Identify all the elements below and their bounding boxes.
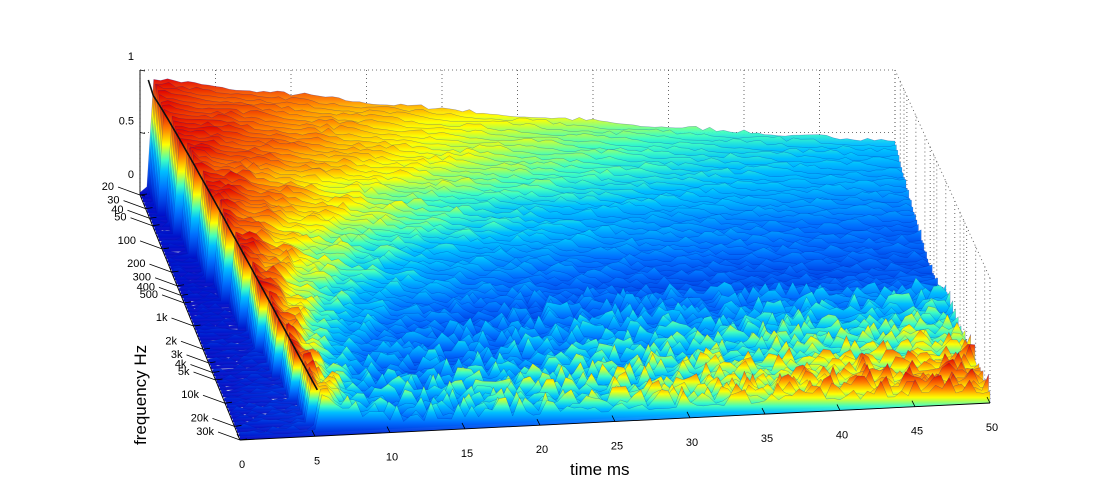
y-tick-leader (171, 317, 194, 327)
y-tick-label: 4k (175, 358, 187, 370)
y-tick-mark (180, 293, 189, 296)
x-tick-mark (986, 396, 991, 404)
y-tick-mark (171, 270, 179, 273)
y-tick-leader (123, 200, 146, 209)
z-tick-label: 0 (128, 169, 134, 181)
z-tick-mark (139, 194, 146, 197)
x-axis-label: time ms (570, 460, 630, 479)
y-tick-mark (202, 347, 211, 350)
x-tick-mark (611, 415, 616, 422)
y-tick-label: 400 (137, 281, 155, 293)
x-tick-mark (461, 422, 466, 430)
y-tick-label: 500 (140, 289, 158, 301)
y-tick-mark (215, 378, 223, 381)
y-tick-leader (202, 394, 226, 404)
y-tick-label: 20 (102, 181, 114, 193)
axis-layer (117, 69, 991, 441)
y-tick-label: 100 (118, 235, 136, 247)
x-tick-mark (761, 407, 766, 415)
y-tick-mark (234, 425, 242, 427)
x-tick-label: 20 (536, 444, 548, 456)
onset-ridge-line (147, 79, 319, 391)
y-tick-mark (183, 301, 192, 304)
y-tick-leader (190, 364, 213, 373)
y-tick-label: 30 (107, 195, 119, 207)
y-axis-label: frequency Hz (131, 345, 150, 445)
y-tick-leader (158, 286, 182, 296)
x-tick-label: 0 (239, 459, 245, 471)
x-tick-label: 25 (611, 441, 623, 453)
y-tick-label: 5k (178, 366, 190, 378)
y-tick-mark (149, 216, 157, 219)
surface-layer (139, 78, 991, 441)
y-tick-label: 10k (181, 389, 199, 401)
y-tick-mark (176, 284, 185, 287)
y-tick-label: 1k (156, 312, 168, 324)
tick-layer: 0 5 10 15 20 25 30 35 40 45 5020304050100200300400… (102, 51, 998, 471)
x-tick-mark (686, 411, 691, 418)
y-tick-leader (130, 217, 153, 227)
y-tick-mark (193, 324, 201, 327)
y-tick-label: 200 (127, 258, 145, 270)
z-tick-mark (139, 69, 146, 72)
y-tick-label: 20k (191, 412, 209, 424)
y-tick-mark (145, 207, 153, 209)
y-tick-leader (186, 354, 209, 364)
y-tick-mark (161, 247, 170, 250)
onset-ridge (147, 79, 319, 391)
y-axis-line (139, 194, 241, 441)
x-tick-label: 35 (761, 433, 773, 445)
y-tick-leader (149, 263, 172, 273)
z-tick-mark (139, 132, 146, 134)
x-tick-label: 50 (986, 422, 998, 434)
y-tick-mark (208, 361, 216, 364)
x-tick-label: 10 (386, 452, 398, 464)
x-tick-mark (836, 404, 841, 411)
y-tick-label: 2k (165, 335, 177, 347)
y-tick-label: 50 (114, 212, 126, 224)
y-tick-leader (217, 431, 241, 441)
x-tick-mark (311, 430, 316, 437)
z-tick-label: 1 (128, 51, 134, 63)
y-tick-leader (193, 371, 216, 381)
z-tick-label: 0.5 (119, 116, 134, 128)
x-tick-label: 5 (314, 455, 320, 467)
y-tick-leader (161, 294, 185, 304)
y-tick-leader (180, 340, 204, 350)
x-tick-mark (236, 433, 241, 441)
y-tick-leader (139, 240, 163, 250)
y-tick-label: 30k (196, 426, 214, 438)
x-tick-label: 45 (911, 426, 923, 438)
y-tick-label: 3k (171, 349, 183, 361)
y-tick-label: 300 (133, 272, 151, 284)
x-tick-label: 40 (836, 429, 848, 441)
x-tick-mark (386, 426, 391, 433)
y-tick-leader (212, 418, 235, 427)
y-tick-leader (117, 186, 141, 196)
y-tick-mark (239, 438, 248, 441)
y-tick-mark (212, 371, 220, 373)
x-tick-label: 15 (461, 448, 473, 460)
y-tick-mark (152, 224, 160, 227)
x-tick-mark (911, 400, 916, 407)
x-tick-label: 30 (686, 437, 698, 449)
y-tick-mark (224, 401, 233, 404)
y-tick-label: 40 (111, 204, 123, 216)
surface-slice (239, 377, 991, 441)
y-tick-leader (127, 209, 150, 219)
x-tick-mark (536, 419, 541, 426)
y-tick-leader (154, 277, 178, 287)
